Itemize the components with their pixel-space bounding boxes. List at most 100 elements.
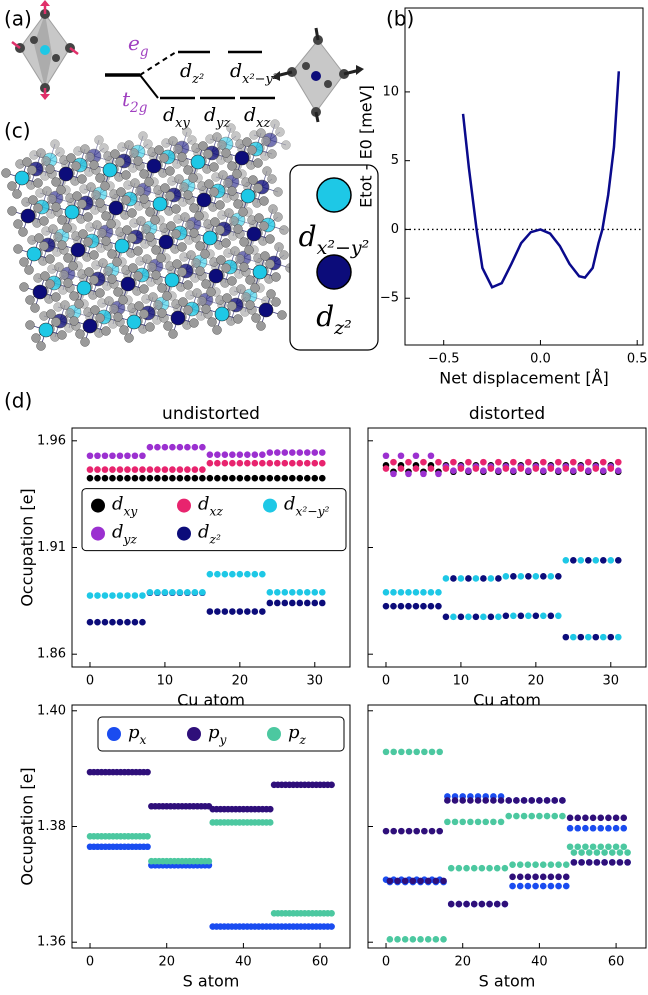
- point: [457, 613, 465, 621]
- point: [451, 818, 459, 826]
- atom: [13, 244, 23, 254]
- atom: [281, 140, 291, 150]
- point: [124, 618, 131, 626]
- x-tick-label: 40: [531, 955, 548, 970]
- point: [214, 608, 221, 615]
- point: [585, 633, 592, 641]
- point: [574, 843, 582, 851]
- x-tick-label: 60: [312, 955, 329, 970]
- point: [86, 592, 94, 599]
- point: [459, 797, 467, 804]
- atom: [57, 330, 67, 340]
- atom: [154, 145, 164, 155]
- atom: [270, 119, 280, 129]
- atom: [66, 153, 76, 163]
- point: [480, 613, 487, 621]
- point: [405, 458, 412, 466]
- point: [578, 859, 585, 866]
- point: [281, 589, 289, 596]
- y-tick-label: 0: [391, 222, 399, 237]
- atom: [208, 268, 224, 284]
- point: [474, 818, 482, 826]
- point: [424, 877, 432, 885]
- atom: [121, 170, 131, 180]
- point: [328, 923, 335, 930]
- point: [101, 474, 109, 482]
- point: [146, 589, 154, 596]
- atom: [51, 177, 61, 187]
- atom: [134, 301, 144, 311]
- atom: [62, 223, 72, 233]
- point: [412, 602, 420, 610]
- point: [478, 900, 486, 908]
- point: [281, 459, 289, 467]
- point: [221, 474, 229, 482]
- atom: [188, 173, 198, 183]
- atom: [245, 275, 255, 285]
- point: [524, 873, 532, 881]
- atom: [224, 208, 234, 218]
- atom: [162, 291, 172, 301]
- panel-title: undistorted: [162, 404, 260, 424]
- atom: [97, 228, 107, 238]
- point: [397, 452, 405, 460]
- atom: [250, 283, 260, 293]
- legend-marker: [267, 727, 281, 741]
- axes-frame: [71, 704, 351, 949]
- point: [614, 458, 622, 466]
- atom: [214, 306, 230, 322]
- atom: [160, 183, 170, 193]
- legend-marker: [107, 727, 121, 741]
- x-axis-label: S atom: [479, 972, 536, 991]
- x-tick-label: 0: [382, 955, 390, 970]
- point: [570, 458, 577, 466]
- point: [570, 849, 578, 856]
- point: [244, 570, 251, 578]
- atom: [139, 309, 149, 319]
- point: [578, 849, 585, 856]
- legend-marker: [91, 526, 105, 541]
- atom: [136, 216, 146, 226]
- atom: [183, 280, 193, 290]
- atom: [63, 253, 73, 263]
- point: [513, 797, 520, 804]
- point: [184, 589, 191, 596]
- point: [420, 589, 427, 596]
- point: [427, 602, 435, 610]
- point: [543, 812, 551, 820]
- point: [493, 864, 501, 872]
- point: [266, 819, 274, 826]
- point: [502, 573, 510, 580]
- point: [221, 451, 229, 458]
- point: [94, 618, 101, 626]
- atom: [101, 236, 111, 246]
- legend-label: dyz: [112, 522, 137, 547]
- point: [597, 843, 605, 851]
- atom: [50, 139, 60, 149]
- atom: [179, 182, 189, 192]
- point: [440, 877, 447, 885]
- point: [274, 449, 281, 456]
- point: [296, 599, 304, 607]
- point: [109, 452, 116, 460]
- atom: [174, 174, 184, 184]
- atom: [247, 145, 257, 155]
- point: [480, 467, 487, 474]
- atom: [231, 131, 241, 141]
- point: [266, 459, 274, 467]
- point: [244, 459, 251, 467]
- atom: [48, 224, 58, 234]
- atom: [144, 177, 154, 187]
- atom: [202, 230, 218, 246]
- atom: [138, 131, 148, 141]
- atom: [83, 212, 93, 222]
- point: [516, 861, 524, 868]
- point: [101, 452, 109, 460]
- legend-marker: [177, 498, 191, 513]
- x-tick-label: 20: [158, 955, 175, 970]
- atom: [197, 296, 207, 306]
- point: [539, 873, 547, 881]
- point: [601, 859, 608, 866]
- atom: [215, 200, 225, 210]
- legend-box: [81, 488, 347, 552]
